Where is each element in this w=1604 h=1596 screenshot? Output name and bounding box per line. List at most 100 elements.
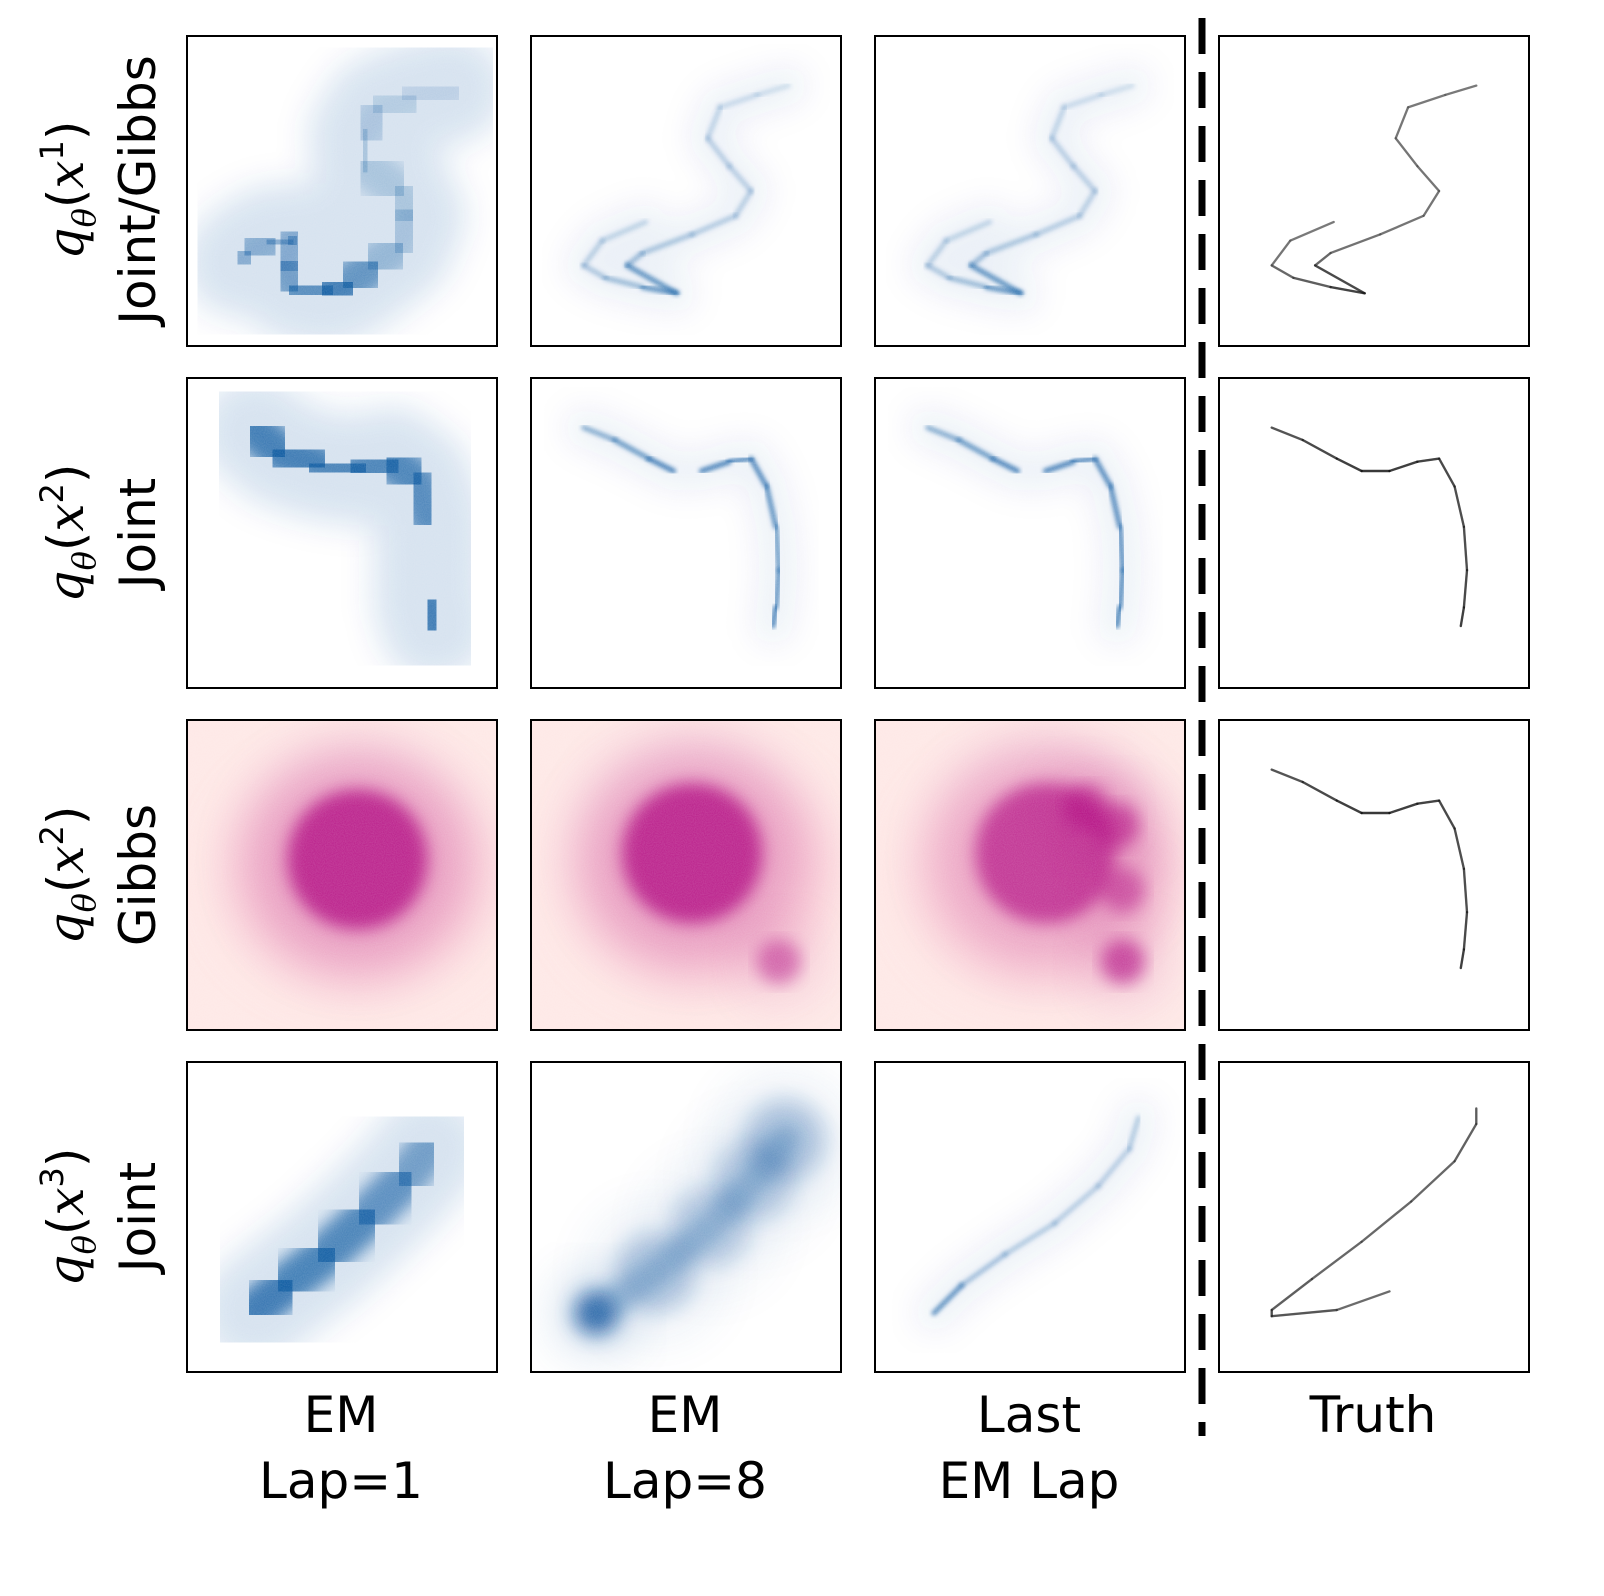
row-label-3-line2: Gibbs [109, 804, 167, 946]
panel-background [1219, 378, 1529, 688]
density-layer [1270, 84, 1478, 295]
sampling-noise [187, 1062, 497, 1372]
panel-frame [1218, 1061, 1530, 1373]
sampling-noise [531, 378, 841, 688]
truth-segment [1453, 827, 1466, 870]
col-label-1-line1: EM [304, 1386, 379, 1444]
row-label-3-line1: qθ(x2) [33, 806, 103, 945]
panel-background [1219, 1062, 1529, 1372]
truth-segment [1462, 569, 1469, 609]
panel-r3-c2 [530, 719, 842, 1031]
col-label-3-line2: EM Lap [939, 1452, 1120, 1510]
col-label-2-line1: EM [648, 1386, 723, 1444]
truth-segment [1329, 285, 1366, 295]
truth-segment [1444, 84, 1478, 97]
density-layer [187, 1062, 497, 1372]
panel-frame [186, 35, 498, 347]
truth-segment [1437, 457, 1456, 488]
panel-frame [874, 377, 1186, 689]
panel-frame [1218, 719, 1530, 1031]
panel-frame [530, 377, 842, 689]
truth-segment [1360, 1200, 1413, 1244]
panel-r1-c2 [530, 35, 842, 347]
truth-segment [1453, 485, 1466, 528]
truth-segment [1329, 233, 1382, 255]
sampling-noise [187, 36, 497, 346]
sampling-noise [187, 378, 497, 688]
truth-segment [1289, 220, 1335, 242]
truth-segment [1416, 164, 1441, 193]
truth-segment [1310, 1240, 1363, 1281]
panel-frame [530, 35, 842, 347]
sampling-noise [531, 36, 841, 346]
row-label-2-line1: qθ(x2) [33, 464, 103, 603]
col-label-2-line2: Lap=8 [603, 1452, 767, 1510]
truth-segment [1301, 438, 1339, 460]
panel-r4-c3 [874, 1061, 1186, 1373]
row-label-4: qθ(x3) Joint [33, 1148, 167, 1287]
truth-segment [1270, 426, 1304, 442]
truth-segment [1270, 1277, 1314, 1312]
density-layer [531, 36, 841, 346]
panel-frame [186, 377, 498, 689]
panel-r1-c4 [1218, 35, 1530, 347]
panel-r4-c1 [186, 1061, 498, 1373]
density-layer [1270, 426, 1469, 628]
density-layer [875, 36, 1185, 346]
truth-segment [1292, 276, 1332, 289]
truth-segment [1462, 525, 1469, 572]
panel-frame [874, 35, 1186, 347]
sampling-noise [187, 720, 497, 1030]
row-label-4-line2: Joint [109, 1162, 167, 1276]
truth-segment [1437, 799, 1456, 830]
panel-r3-c1 [186, 719, 498, 1031]
truth-segment [1416, 457, 1441, 463]
density-layer [875, 378, 1185, 688]
panel-r2-c1 [186, 377, 498, 689]
truth-segment [1378, 214, 1425, 236]
panel-r2-c3 [874, 377, 1186, 689]
truth-segment [1394, 137, 1419, 168]
panel-r1-c1 [186, 35, 498, 347]
density-layer [531, 1062, 841, 1372]
sampling-noise [875, 720, 1185, 1030]
truth-curve [1270, 1107, 1478, 1318]
row-label-3: qθ(x2) Gibbs [33, 804, 167, 946]
sampling-noise [875, 1062, 1185, 1372]
row-label-1-line2: Joint/Gibbs [109, 55, 167, 328]
truth-segment [1422, 189, 1441, 218]
truth-segment [1409, 1159, 1456, 1203]
panel-r4-c4 [1218, 1061, 1530, 1373]
truth-segment [1459, 948, 1466, 970]
panels-layer [186, 35, 1530, 1373]
truth-segment [1462, 911, 1469, 951]
panel-r2-c4 [1218, 377, 1530, 689]
truth-segment [1301, 780, 1339, 802]
truth-segment [1462, 867, 1469, 914]
truth-segment [1388, 460, 1419, 473]
truth-segment [1335, 457, 1363, 473]
row-label-2: qθ(x2) Joint [33, 464, 167, 603]
panel-frame [1218, 35, 1530, 347]
panel-r3-c4 [1218, 719, 1530, 1031]
truth-segment [1459, 606, 1466, 628]
row-label-4-line1: qθ(x3) [33, 1148, 103, 1287]
truth-segment [1313, 251, 1332, 267]
panel-frame [186, 1061, 498, 1373]
density-layer [531, 720, 841, 1030]
truth-segment [1335, 799, 1363, 815]
col-label-3-line1: Last [977, 1386, 1081, 1444]
truth-segment [1406, 93, 1447, 109]
panel-r3-c3 [874, 719, 1186, 1031]
truth-segment [1416, 799, 1441, 805]
sampling-noise [531, 720, 841, 1030]
truth-segment [1335, 1290, 1391, 1312]
density-layer [1270, 768, 1469, 970]
col-label-1-line2: Lap=1 [259, 1452, 423, 1510]
density-layer [531, 378, 841, 688]
panel-frame [874, 719, 1186, 1031]
density-layer [187, 378, 497, 688]
panel-r2-c2 [530, 377, 842, 689]
panel-frame [530, 719, 842, 1031]
density-layer [875, 1062, 1185, 1372]
